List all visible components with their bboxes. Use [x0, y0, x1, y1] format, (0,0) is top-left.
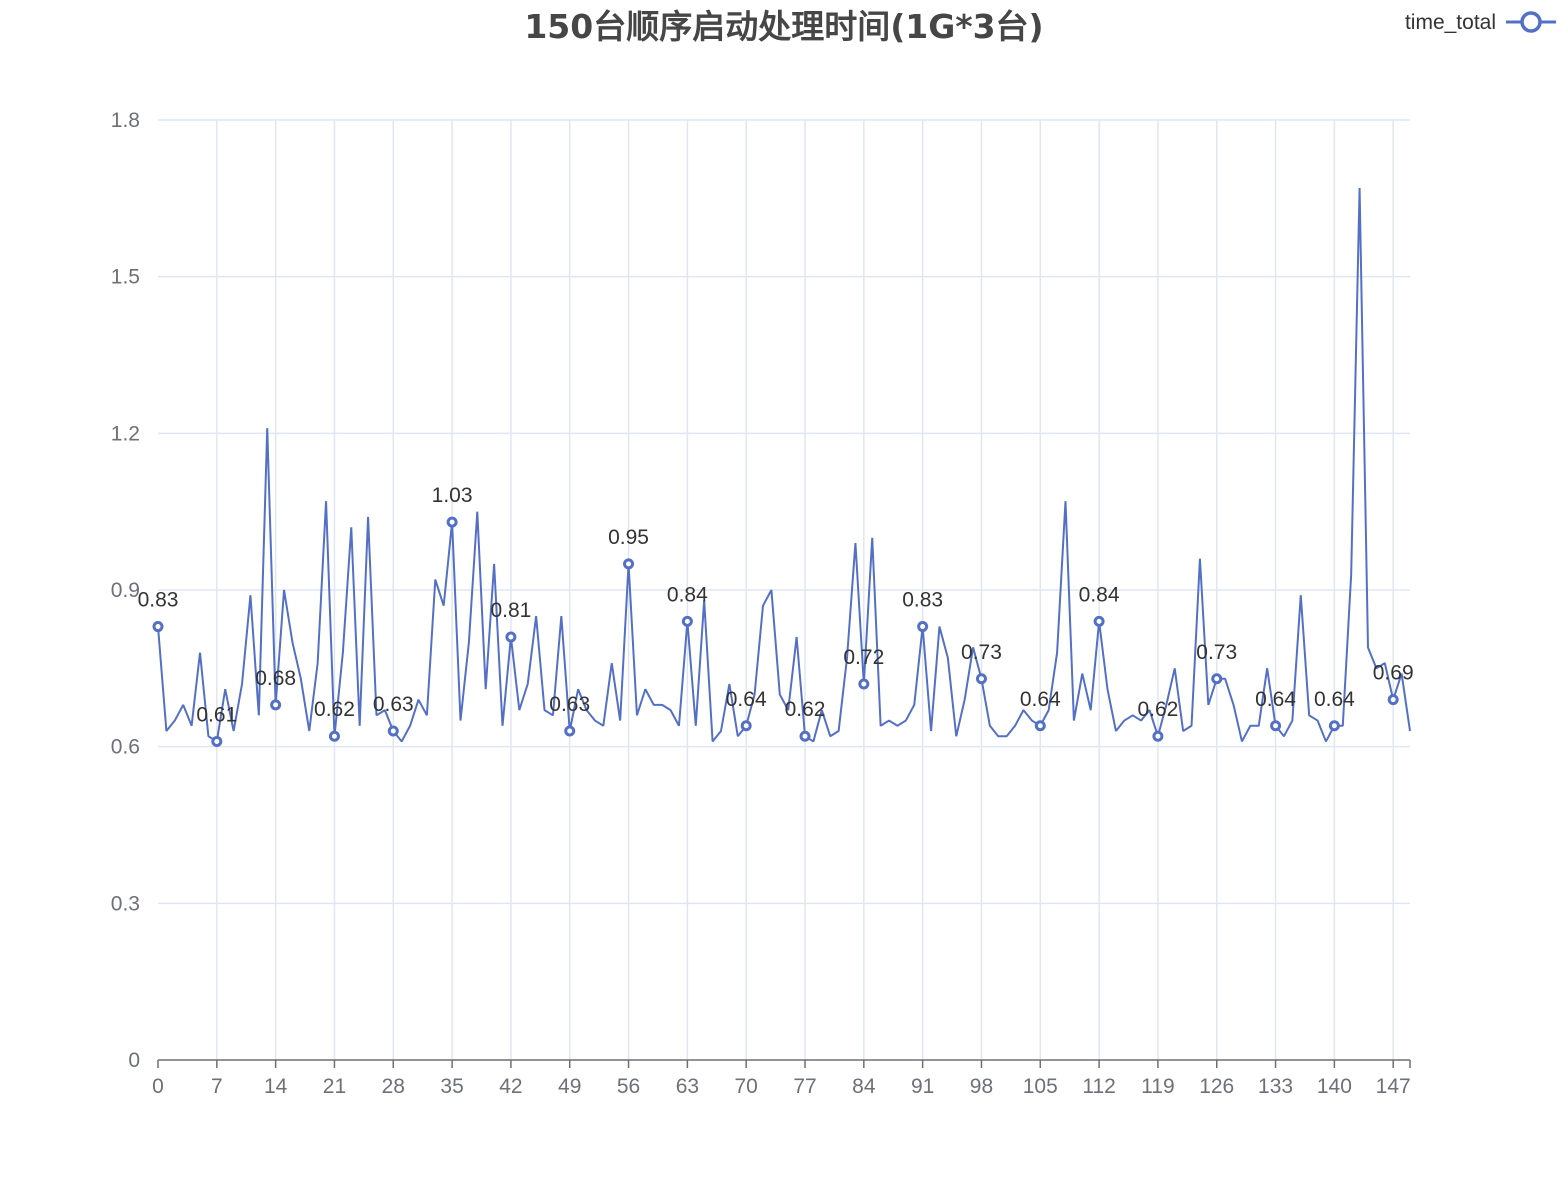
legend-label-time-total[interactable]: time_total — [1405, 11, 1496, 34]
data-point-marker — [387, 725, 399, 737]
data-point-marker — [1152, 730, 1164, 742]
x-tick-label: 98 — [970, 1075, 993, 1098]
x-tick-label: 14 — [264, 1075, 288, 1098]
y-tick-label: 0.6 — [111, 736, 140, 759]
x-tick-label: 126 — [1199, 1075, 1234, 1098]
y-tick-label: 1.2 — [111, 422, 140, 445]
x-tick-label: 133 — [1258, 1075, 1293, 1098]
data-point-marker — [1093, 615, 1105, 627]
x-tick-label: 63 — [676, 1075, 699, 1098]
axes: 0 0.3 0.6 0.9 1.2 1.5 1.8 0 7 14 21 28 35 42 49 56 63 70 7… — [111, 109, 1411, 1098]
legend-line-icon[interactable] — [1506, 11, 1556, 33]
data-point-marker — [858, 678, 870, 690]
x-tick-label: 147 — [1376, 1075, 1411, 1098]
data-point-label: 0.64 — [1255, 688, 1296, 711]
data-point-label: 0.83 — [902, 589, 943, 612]
x-tick-label: 35 — [440, 1075, 463, 1098]
data-point-marker — [328, 730, 340, 742]
data-labels: 0.83 0.61 0.68 0.62 0.63 1.03 0.81 0.63 0.95 0.84… — [138, 484, 1414, 726]
data-point-marker — [1387, 694, 1399, 706]
data-point-marker — [623, 558, 635, 570]
data-point-marker — [975, 673, 987, 685]
x-tick-label: 56 — [617, 1075, 640, 1098]
x-tick-label: 105 — [1023, 1075, 1058, 1098]
data-point-marker — [681, 615, 693, 627]
x-tick-label: 0 — [152, 1075, 164, 1098]
x-tick-label: 77 — [793, 1075, 816, 1098]
data-point-label: 0.95 — [608, 526, 649, 549]
data-point-marker — [211, 735, 223, 747]
data-point-marker — [1211, 673, 1223, 685]
data-point-label: 0.62 — [314, 698, 355, 721]
data-point-label: 0.73 — [1196, 641, 1237, 664]
x-tick-label: 84 — [852, 1075, 876, 1098]
data-point-label: 0.63 — [549, 693, 590, 716]
data-point-label: 0.62 — [1137, 698, 1178, 721]
data-point-label: 0.73 — [961, 641, 1002, 664]
x-tick-label: 28 — [382, 1075, 405, 1098]
x-tick-label: 7 — [211, 1075, 223, 1098]
y-tick-label: 1.8 — [111, 109, 140, 132]
x-tick-label: 140 — [1317, 1075, 1352, 1098]
grid — [158, 119, 1410, 1060]
data-point-marker — [740, 720, 752, 732]
data-point-marker — [152, 621, 164, 633]
data-point-label: 0.64 — [726, 688, 767, 711]
data-point-label: 0.84 — [1079, 583, 1120, 606]
data-point-marker — [1034, 720, 1046, 732]
y-tick-label: 0.9 — [111, 579, 140, 602]
x-tick-label: 112 — [1082, 1075, 1115, 1098]
data-point-label: 0.83 — [138, 589, 179, 612]
x-tick-label: 42 — [499, 1075, 522, 1098]
data-point-label: 0.81 — [490, 599, 531, 622]
data-point-label: 0.64 — [1314, 688, 1355, 711]
data-point-marker — [1270, 720, 1282, 732]
series-time-total — [152, 187, 1411, 747]
data-point-marker — [564, 725, 576, 737]
data-point-label: 0.64 — [1020, 688, 1061, 711]
data-point-label: 0.62 — [785, 698, 826, 721]
data-point-marker — [917, 621, 929, 633]
x-tick-label: 119 — [1141, 1075, 1174, 1098]
data-point-label: 1.03 — [432, 484, 473, 507]
y-tick-label: 0 — [128, 1049, 140, 1072]
data-point-marker — [799, 730, 811, 742]
data-point-label: 0.84 — [667, 583, 708, 606]
data-point-label: 0.63 — [373, 693, 414, 716]
data-point-label: 0.72 — [843, 646, 884, 669]
data-point-label: 0.61 — [196, 703, 237, 726]
x-tick-label: 91 — [911, 1075, 934, 1098]
data-point-marker — [1328, 720, 1340, 732]
data-point-marker — [505, 631, 517, 643]
x-tick-label: 70 — [735, 1075, 758, 1098]
x-tick-label: 49 — [558, 1075, 581, 1098]
legend[interactable]: time_total — [1405, 11, 1556, 34]
data-point-marker — [446, 516, 458, 528]
data-point-label: 0.68 — [255, 667, 296, 690]
y-tick-label: 0.3 — [111, 892, 140, 915]
chart-title: 150台顺序启动处理时间(1G*3台) — [524, 7, 1043, 46]
data-point-marker — [270, 699, 282, 711]
y-tick-label: 1.5 — [111, 266, 140, 289]
series-line-time-total — [157, 187, 1411, 743]
data-point-label: 0.69 — [1373, 662, 1414, 685]
x-tick-label: 21 — [323, 1075, 346, 1098]
